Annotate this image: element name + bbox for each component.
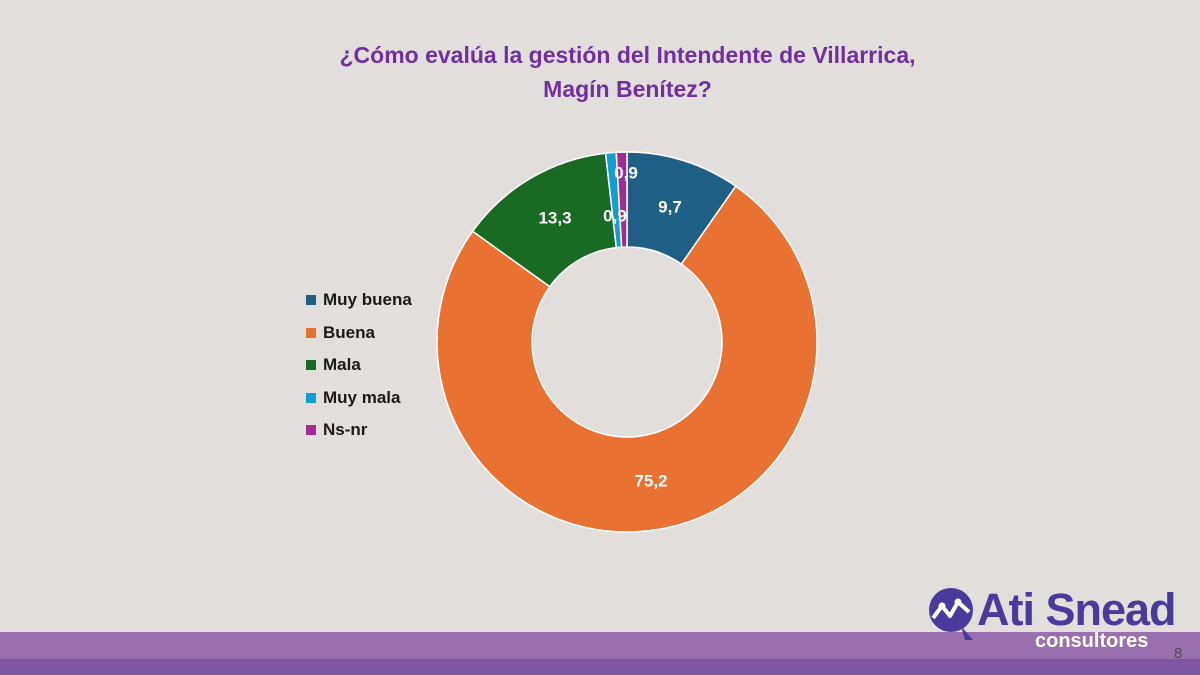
footer-band-dark xyxy=(0,659,1200,675)
legend-swatch xyxy=(306,295,316,306)
legend-swatch xyxy=(306,392,316,403)
data-label-muy-mala: 0,9 xyxy=(603,206,627,225)
data-label-buena: 75,2 xyxy=(634,471,667,490)
page-number: 8 xyxy=(1174,645,1183,662)
donut-slice-buena xyxy=(436,185,818,533)
chart-legend: Muy buena Buena Mala Muy mala Ns-nr xyxy=(306,284,412,447)
legend-swatch xyxy=(306,327,316,338)
legend-item-buena: Buena xyxy=(306,317,412,350)
data-label-muy-buena: 9,7 xyxy=(658,197,682,216)
legend-label: Muy mala xyxy=(323,387,401,407)
legend-item-muy-buena: Muy buena xyxy=(306,284,412,317)
chart-title-line-2: Magín Benítez? xyxy=(543,76,712,102)
legend-label: Muy buena xyxy=(323,290,412,310)
legend-item-mala: Mala xyxy=(306,349,412,382)
legend-label: Ns-nr xyxy=(323,420,368,440)
legend-item-ns-nr: Ns-nr xyxy=(306,414,412,447)
data-label-ns-nr: 0,9 xyxy=(614,163,638,182)
legend-swatch xyxy=(306,425,316,436)
legend-label: Mala xyxy=(323,355,361,375)
logo-name: Ati Snead xyxy=(977,584,1177,635)
legend-item-muy-mala: Muy mala xyxy=(306,382,412,415)
chart-title: ¿Cómo evalúa la gestión del Intendente d… xyxy=(0,38,1200,106)
company-logo: Ati Snead consultores xyxy=(925,584,1177,656)
footer-band xyxy=(0,632,1200,659)
data-label-mala: 13,3 xyxy=(538,208,571,227)
legend-label: Buena xyxy=(323,322,375,342)
chart-title-line-1: ¿Cómo evalúa la gestión del Intendente d… xyxy=(339,42,916,68)
logo-subtitle: consultores xyxy=(1035,630,1149,652)
donut-slice-ns-nr xyxy=(615,151,628,248)
legend-swatch xyxy=(306,360,316,371)
logo-icon xyxy=(929,588,973,640)
